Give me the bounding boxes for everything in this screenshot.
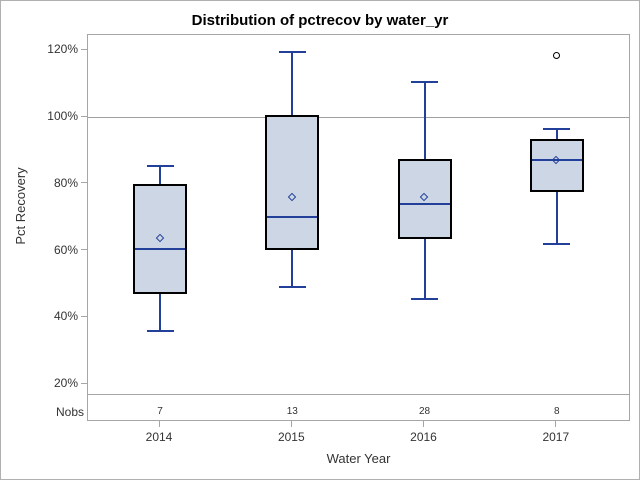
whisker-cap-low-2015 xyxy=(278,286,306,289)
chart-title: Distribution of pctrecov by water_yr xyxy=(191,12,449,29)
y-tick-40 xyxy=(81,315,87,317)
box-2015 xyxy=(265,115,320,251)
nobs-value-2017: 8 xyxy=(554,406,560,417)
stat-row-divider xyxy=(88,394,629,395)
box-2014 xyxy=(133,183,187,294)
x-axis-title: Water Year xyxy=(326,451,391,466)
y-tick-label-60: 60% xyxy=(53,242,78,257)
median-line-2016 xyxy=(399,202,450,205)
whisker-cap-low-2017 xyxy=(543,242,571,245)
x-tick-label-2014: 2014 xyxy=(145,430,173,444)
y-tick-120 xyxy=(81,48,87,50)
y-tick-label-20: 20% xyxy=(53,376,78,390)
x-tick-2015 xyxy=(290,421,292,427)
nobs-value-2015: 13 xyxy=(286,406,298,417)
y-tick-label-40: 40% xyxy=(53,309,78,324)
x-tick-label-2016: 2016 xyxy=(410,430,437,444)
y-tick-80 xyxy=(81,182,87,184)
y-tick-100 xyxy=(81,115,87,117)
y-tick-label-120: 120% xyxy=(47,42,78,57)
nobs-row-label: Nobs xyxy=(55,405,84,419)
y-tick-60 xyxy=(81,249,87,250)
whisker-cap-low-2016 xyxy=(411,297,438,300)
x-tick-label-2015: 2015 xyxy=(277,430,305,444)
y-tick-20 xyxy=(81,382,87,384)
x-tick-2017 xyxy=(555,421,557,427)
whisker-cap-high-2015 xyxy=(278,51,306,53)
box-2016 xyxy=(397,158,452,239)
plot-area: 7 13 28 8 xyxy=(87,34,630,421)
x-tick-2014 xyxy=(158,421,160,427)
median-line-2014 xyxy=(135,247,185,250)
y-tick-label-100: 100% xyxy=(47,109,78,124)
x-tick-label-2017: 2017 xyxy=(542,430,570,444)
nobs-value-2014: 7 xyxy=(157,406,163,417)
y-axis-title: Pct Recovery xyxy=(13,167,28,245)
median-line-2015 xyxy=(267,216,318,219)
whisker-cap-high-2014 xyxy=(146,164,174,167)
x-tick-2016 xyxy=(423,421,424,427)
whisker-cap-high-2017 xyxy=(543,127,571,130)
nobs-value-2016: 28 xyxy=(418,406,431,417)
median-line-2017 xyxy=(531,159,582,162)
y-tick-label-80: 80% xyxy=(53,175,78,190)
whisker-cap-high-2016 xyxy=(411,81,438,83)
outlier-point-2017 xyxy=(553,51,561,59)
box-2017 xyxy=(529,138,584,193)
reference-line xyxy=(88,116,629,118)
whisker-cap-low-2014 xyxy=(146,329,174,332)
